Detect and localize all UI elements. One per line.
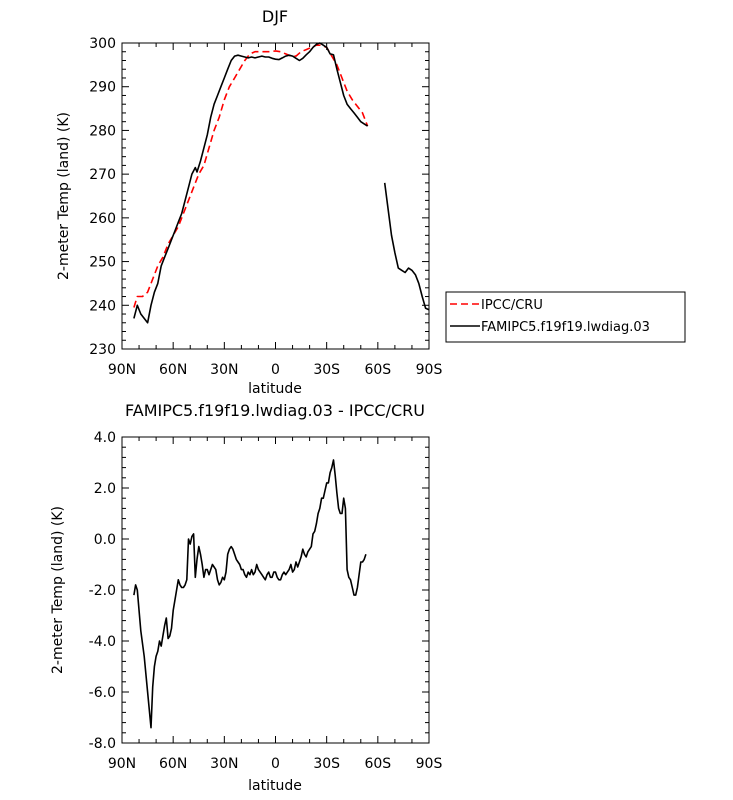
y-tick-label: 4.0 [94,430,116,446]
axis-ticks: 90N 60N 30N 0 30S 60S 90S -8.0 -6.0 -4.0 -2.0 0.0 2.… [89,430,443,772]
difference-panel: FAMIPC5.f19f19.lwdiag.03 - IPCC/CRU 90N 6… [50,401,442,794]
x-axis-label: latitude [248,778,302,794]
series-line-famipc5-f19f19-lwdiag-03 [133,42,369,324]
x-tick-label: 60N [159,362,187,378]
y-axis-label: 2-meter Temp (land) (K) [50,506,66,674]
x-tick-label: 90N [108,756,136,772]
x-tick-label: 90S [416,756,443,772]
x-tick-label: 60S [364,756,391,772]
x-tick-label: 30S [313,756,340,772]
legend-label-famipc5: FAMIPC5.f19f19.lwdiag.03 [481,320,650,335]
chart-title: DJF [262,7,288,26]
x-axis-label: latitude [248,381,302,397]
djf-temperature-panel: DJF 90N 60N 30N 0 30S 60S 90S 230 240 250 260 270 28… [56,7,686,397]
y-tick-label: 260 [89,211,116,227]
x-tick-label: 60N [159,756,187,772]
y-axis-label: 2-meter Temp (land) (K) [56,112,72,280]
series-lines [133,42,430,324]
series-lines [133,459,367,729]
x-tick-label: 0 [271,362,280,378]
x-tick-label: 90N [108,362,136,378]
y-tick-label: 0.0 [94,532,116,548]
legend-box [445,291,686,343]
y-tick-label: 240 [89,298,116,314]
y-tick-label: -4.0 [89,634,116,650]
chart-title: FAMIPC5.f19f19.lwdiag.03 - IPCC/CRU [125,401,425,420]
x-tick-label: 0 [271,756,280,772]
y-tick-label: -2.0 [89,583,116,599]
x-tick-label: 90S [416,362,443,378]
y-tick-label: 290 [89,80,116,96]
axis-ticks: 90N 60N 30N 0 30S 60S 90S 230 240 250 260 270 280 290… [89,36,442,378]
y-tick-label: 230 [89,342,116,358]
legend: IPCC/CRU FAMIPC5.f19f19.lwdiag.03 [445,291,686,343]
x-tick-label: 30N [210,756,238,772]
x-tick-label: 30N [210,362,238,378]
y-tick-label: 300 [89,36,116,52]
x-tick-label: 30S [313,362,340,378]
difference-line [133,459,367,729]
y-tick-label: -8.0 [89,736,116,752]
y-tick-label: 250 [89,255,116,271]
x-tick-label: 60S [364,362,391,378]
y-tick-label: 2.0 [94,481,116,497]
y-tick-label: 270 [89,167,116,183]
series-line-famipc5-f19f19-lwdiag-03 [383,182,430,311]
y-tick-label: 280 [89,123,116,139]
legend-label-ipcc-cru: IPCC/CRU [481,298,543,313]
y-tick-label: -6.0 [89,685,116,701]
